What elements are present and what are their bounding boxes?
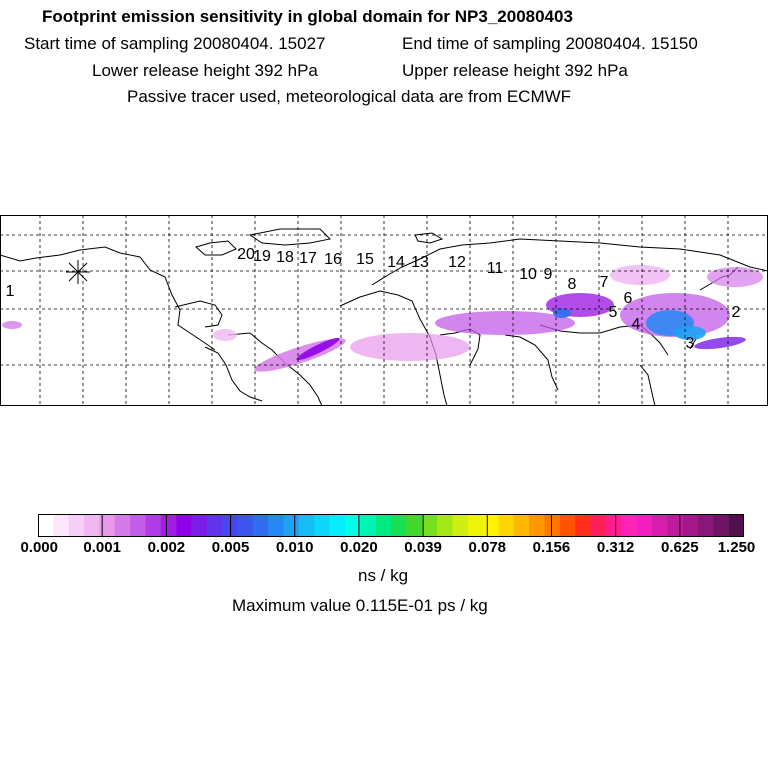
colorbar-cell bbox=[651, 514, 668, 537]
colorbar-tick-label: 0.005 bbox=[211, 539, 250, 556]
trajectory-label: 2 bbox=[732, 304, 741, 321]
colorbar-cell bbox=[283, 514, 300, 537]
colorbar-cell bbox=[437, 514, 453, 537]
colorbar-tick-label: 0.020 bbox=[340, 539, 378, 556]
footprint-plumes bbox=[2, 265, 763, 372]
colorbar-cell bbox=[375, 514, 392, 537]
colorbar-cell bbox=[636, 514, 653, 537]
colorbar-tick-label: 0.039 bbox=[404, 539, 442, 556]
colorbar-tick-label: 0.010 bbox=[275, 539, 314, 556]
trajectory-label: 18 bbox=[276, 249, 294, 266]
colorbar-cell bbox=[99, 514, 116, 537]
maximum-value-label: Maximum value 0.115E-01 ps / kg bbox=[232, 596, 488, 615]
lat-lon-grid bbox=[0, 215, 768, 406]
colorbar bbox=[38, 514, 744, 537]
colorbar-cell bbox=[298, 514, 315, 537]
trajectory-label: 12 bbox=[448, 254, 466, 271]
colorbar-cell bbox=[53, 514, 69, 537]
colorbar-cell bbox=[252, 514, 269, 537]
trajectory-label: 10 bbox=[519, 266, 537, 283]
colorbar-cell bbox=[391, 514, 407, 537]
colorbar-cell bbox=[237, 514, 254, 537]
colorbar-cell bbox=[222, 514, 238, 537]
colorbar-cell bbox=[728, 514, 744, 537]
colorbar-cell bbox=[544, 514, 561, 537]
colorbar-cell bbox=[160, 514, 177, 537]
trajectory-label: 1 bbox=[6, 283, 15, 300]
colorbar-cell bbox=[406, 514, 422, 537]
colorbar-cell bbox=[421, 514, 438, 537]
colorbar-cell bbox=[498, 514, 515, 537]
colorbar-cell bbox=[697, 514, 714, 537]
trajectory-label: 15 bbox=[356, 251, 374, 268]
colorbar-tick-label: 1.250 bbox=[717, 539, 756, 556]
colorbar-tick-label: 0.000 bbox=[20, 539, 58, 556]
colorbar-cell bbox=[314, 514, 330, 537]
colorbar-tick-label: 0.625 bbox=[661, 539, 699, 556]
colorbar-cell bbox=[590, 514, 607, 537]
trajectory-label: 19 bbox=[253, 248, 271, 265]
trajectory-label: 13 bbox=[411, 254, 429, 271]
colorbar-cell bbox=[130, 514, 146, 537]
trajectory-label: 4 bbox=[632, 316, 641, 333]
release-marker-icon bbox=[66, 260, 90, 284]
tracer-info-label: Passive tracer used, meteorological data… bbox=[127, 87, 572, 106]
lower-release-height-label: Lower release height 392 hPa bbox=[92, 61, 318, 80]
trajectory-label: 14 bbox=[387, 254, 405, 271]
colorbar-cell bbox=[38, 514, 54, 537]
colorbar-cell bbox=[360, 514, 376, 537]
trajectory-label: 6 bbox=[624, 290, 633, 307]
colorbar-tick-label: 0.078 bbox=[468, 539, 507, 556]
trajectory-label: 17 bbox=[299, 250, 317, 267]
colorbar-cell bbox=[68, 514, 85, 537]
colorbar-cell bbox=[621, 514, 637, 537]
colorbar-cell bbox=[452, 514, 469, 537]
colorbar-tick-label: 0.002 bbox=[147, 539, 186, 556]
start-time-label: Start time of sampling 20080404. 15027 bbox=[24, 34, 326, 53]
trajectory-label: 16 bbox=[324, 251, 342, 268]
trajectory-label: 7 bbox=[600, 274, 609, 291]
colorbar-tick-label: 0.312 bbox=[596, 539, 635, 556]
colorbar-cell bbox=[84, 514, 100, 537]
colorbar-cell bbox=[713, 514, 729, 537]
colorbar-cell bbox=[513, 514, 530, 537]
trajectory-label: 11 bbox=[487, 260, 504, 277]
colorbar-units: ns / kg bbox=[358, 566, 409, 585]
trajectory-label: 20 bbox=[237, 246, 255, 263]
colorbar-cell bbox=[329, 514, 346, 537]
trajectory-label: 3 bbox=[686, 335, 695, 352]
chart-title: Footprint emission sensitivity in global… bbox=[42, 7, 573, 26]
colorbar-cell bbox=[176, 514, 192, 537]
trajectory-label: 5 bbox=[609, 304, 618, 321]
colorbar-cell bbox=[529, 514, 545, 537]
trajectory-label: 9 bbox=[544, 266, 553, 283]
colorbar-cell bbox=[605, 514, 622, 537]
colorbar-cell bbox=[682, 514, 699, 537]
colorbar-cell bbox=[206, 514, 223, 537]
colorbar-cell bbox=[575, 514, 591, 537]
colorbar-cell bbox=[467, 514, 484, 537]
upper-release-height-label: Upper release height 392 hPa bbox=[402, 61, 628, 80]
colorbar-tick-label: 0.001 bbox=[83, 539, 121, 556]
colorbar-cell bbox=[191, 514, 208, 537]
colorbar-cell bbox=[268, 514, 284, 537]
colorbar-cell bbox=[667, 514, 683, 537]
colorbar-cell bbox=[344, 514, 361, 537]
colorbar-tick-label: 0.156 bbox=[532, 539, 571, 556]
colorbar-cell bbox=[145, 514, 162, 537]
colorbar-cell bbox=[114, 514, 131, 537]
end-time-label: End time of sampling 20080404. 15150 bbox=[402, 34, 698, 53]
colorbar-cell bbox=[483, 514, 499, 537]
colorbar-cell bbox=[559, 514, 576, 537]
trajectory-label: 8 bbox=[568, 276, 577, 293]
